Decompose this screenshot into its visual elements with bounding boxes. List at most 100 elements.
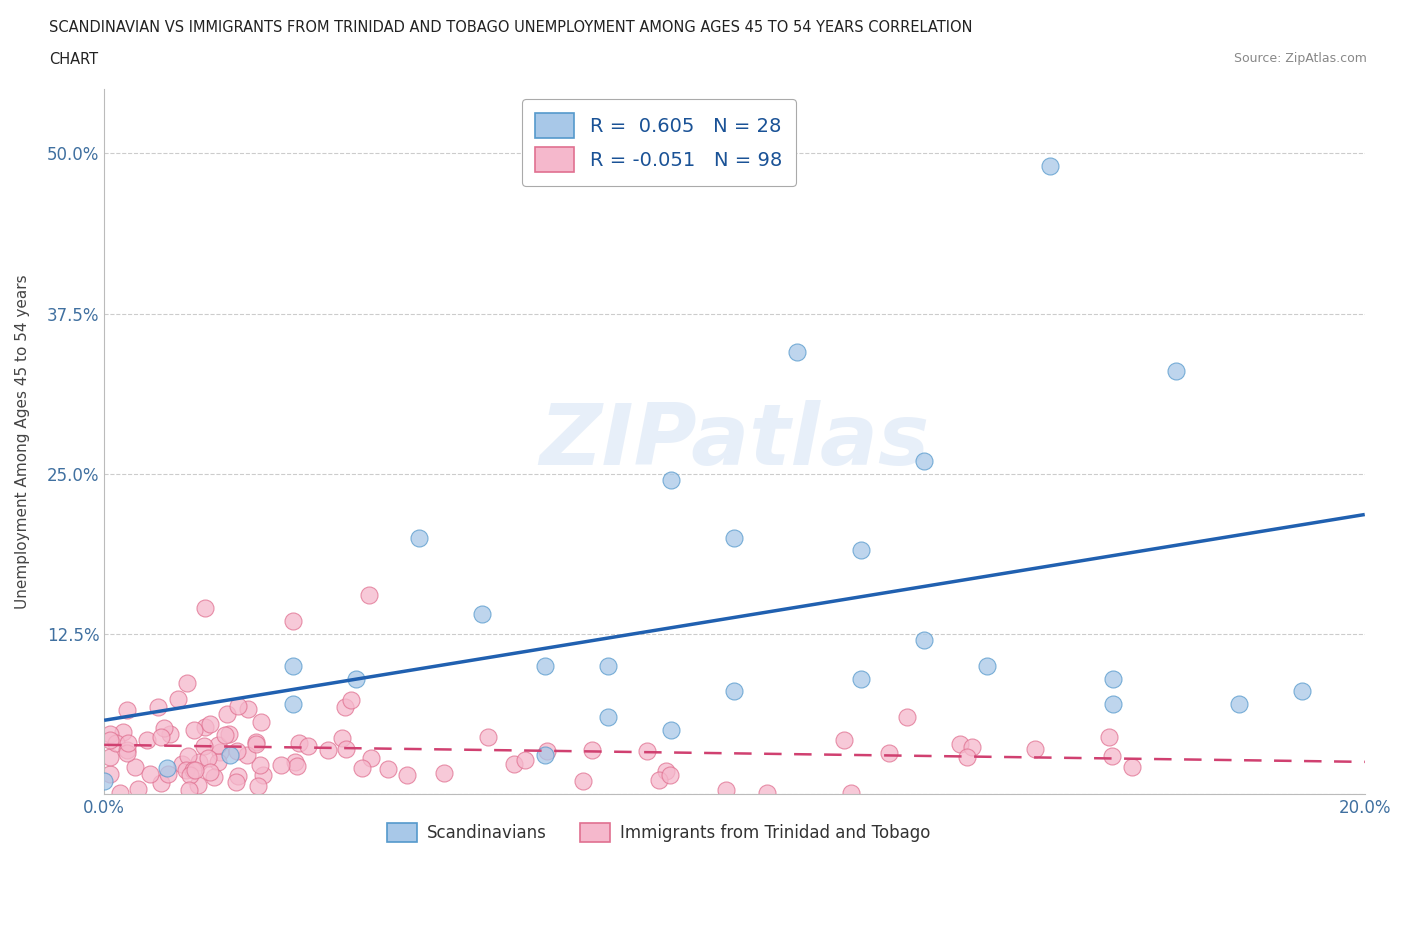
Point (115, 702, 138, 717)
Point (360, 751, 382, 765)
Text: Source: ZipAtlas.com: Source: ZipAtlas.com (1233, 52, 1367, 65)
Point (912, 453, 935, 468)
Point (150, 776, 173, 790)
Point (156, 766, 179, 781)
Point (152, 720, 174, 735)
Point (834, 733, 856, 748)
Point (1291, 684, 1313, 698)
Point (408, 530, 430, 545)
Point (661, 472, 683, 487)
Point (636, 744, 658, 759)
Point (571, 774, 593, 789)
Point (202, 769, 225, 784)
Point (534, 748, 557, 763)
Point (167, 692, 190, 707)
Point (219, 748, 242, 763)
Point (285, 759, 308, 774)
Point (245, 737, 267, 751)
Point (172, 757, 194, 772)
Point (433, 765, 456, 780)
Point (177, 782, 200, 797)
Point (912, 632, 935, 647)
Y-axis label: Unemployment Among Ages 45 to 54 years: Unemployment Among Ages 45 to 54 years (15, 274, 30, 609)
Point (215, 707, 238, 722)
Point (247, 778, 270, 793)
Point (207, 755, 229, 770)
Point (149, 730, 172, 745)
Point (112, 724, 135, 739)
Point (297, 738, 319, 753)
Point (477, 729, 499, 744)
Point (1101, 749, 1123, 764)
Point (100, 726, 122, 741)
Point (198, 764, 221, 779)
Point (316, 743, 339, 758)
Point (723, 684, 745, 698)
Point (146, 699, 169, 714)
Point (949, 736, 972, 751)
Point (93, 774, 115, 789)
Point (100, 732, 122, 747)
Point (332, 730, 354, 745)
Point (187, 777, 209, 792)
Point (226, 769, 249, 784)
Point (117, 736, 139, 751)
Point (1121, 760, 1143, 775)
Point (117, 745, 139, 760)
Point (340, 693, 363, 708)
Point (1098, 729, 1121, 744)
Point (352, 761, 374, 776)
Point (877, 745, 900, 760)
Point (249, 714, 271, 729)
Point (1164, 364, 1187, 379)
Point (228, 699, 250, 714)
Point (183, 723, 205, 737)
Point (849, 543, 872, 558)
Point (104, 736, 127, 751)
Legend: Scandinavians, Immigrants from Trinidad and Tobago: Scandinavians, Immigrants from Trinidad … (381, 817, 938, 849)
Point (218, 726, 240, 741)
Point (188, 754, 211, 769)
Point (648, 773, 671, 788)
Point (471, 607, 494, 622)
Point (194, 719, 217, 734)
Point (100, 767, 122, 782)
Point (193, 738, 215, 753)
Point (839, 785, 862, 800)
Point (176, 675, 198, 690)
Text: CHART: CHART (49, 52, 98, 67)
Point (177, 749, 200, 764)
Point (377, 762, 399, 777)
Point (1024, 741, 1046, 756)
Point (1101, 671, 1123, 686)
Point (849, 671, 872, 686)
Point (179, 767, 201, 782)
Point (245, 735, 267, 750)
Point (534, 658, 557, 673)
Point (283, 658, 305, 673)
Point (335, 700, 357, 715)
Point (658, 767, 681, 782)
Point (335, 741, 357, 756)
Point (156, 761, 179, 776)
Point (655, 764, 678, 778)
Point (962, 739, 984, 754)
Text: SCANDINAVIAN VS IMMIGRANTS FROM TRINIDAD AND TOBAGO UNEMPLOYMENT AMONG AGES 45 T: SCANDINAVIAN VS IMMIGRANTS FROM TRINIDAD… (49, 20, 973, 35)
Point (284, 754, 307, 769)
Point (270, 757, 292, 772)
Point (581, 742, 603, 757)
Point (139, 766, 162, 781)
Point (225, 775, 247, 790)
Point (115, 742, 138, 757)
Point (536, 744, 558, 759)
Point (786, 344, 808, 359)
Point (159, 727, 181, 742)
Point (723, 530, 745, 545)
Point (1039, 159, 1062, 174)
Point (598, 710, 620, 724)
Point (225, 744, 247, 759)
Point (235, 747, 257, 762)
Point (283, 614, 305, 629)
Point (395, 767, 418, 782)
Point (127, 782, 149, 797)
